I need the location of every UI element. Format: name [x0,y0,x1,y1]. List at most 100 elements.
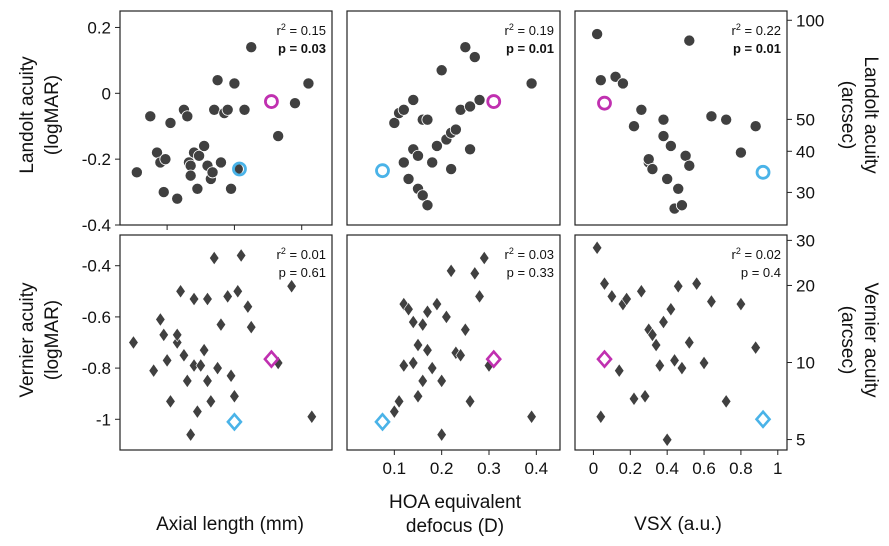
stat-r2: r2 = 0.02 [732,246,781,262]
data-point [445,263,457,279]
x-tick-label: 0.1 [383,459,407,478]
xlab-axial-length: Axial length (mm) [156,514,304,535]
right-tick-label: 5 [796,431,805,450]
data-point [599,276,610,291]
data-point [706,294,717,309]
data-point [192,404,203,419]
data-point [474,289,485,304]
panel-bottom-left: -0.4 -0.6 -0.8 -1 r2 = 0.01 p = 0.61 [82,234,333,451]
data-point [272,130,285,143]
data-point [286,278,297,294]
x-axis-label-3: VSX (a.u.) [634,514,722,535]
panel-frame [119,234,333,451]
data-point [165,394,176,409]
ylab-right-top-line1: Landolt acuity [860,56,881,174]
data-point [178,347,190,363]
stat-p: p = 0.03 [278,41,326,56]
data-point [245,41,258,54]
ylab-bottom-line1: Vernier acuity [17,282,38,398]
x-tick-label: 0.2 [618,459,642,478]
data-point [388,116,401,129]
ylab-top-line2: (logMAR) [42,75,63,155]
x-tick-label: 0.2 [430,459,454,478]
data-point [684,335,695,350]
stat-r2: r2 = 0.03 [505,246,554,262]
data-point [525,77,538,90]
data-point [426,156,439,169]
data-point [209,250,220,266]
x-tick-label: 0.6 [692,459,716,478]
data-point [665,301,677,317]
panel-bottom-middle: 0.1 0.2 0.3 0.4 r2 = 0.03 p = 0.33 [346,234,561,478]
data-point [705,110,718,123]
data-point [198,342,210,358]
data-point [398,296,409,312]
right-tick-label: 100 [796,11,824,30]
ylab-top-line1: Landolt acuity [17,56,38,174]
y-tick-label: 0.2 [87,18,111,37]
data-point [225,182,238,195]
data-point [614,363,625,378]
data-point [238,103,251,116]
data-point [172,335,183,350]
data-point [408,355,419,371]
xlab-vsx: VSX (a.u.) [634,514,722,535]
highlight-point-blue [232,161,247,177]
data-point [750,340,761,355]
data-point [175,283,186,299]
data-point [628,391,640,407]
data-point [130,166,143,179]
data-point [635,103,648,116]
highlight-point-blue [374,412,391,432]
y-tick-label: -0.6 [82,308,111,327]
data-point [627,120,640,133]
data-point [157,186,170,199]
data-point [662,432,673,448]
data-point [735,296,747,312]
data-point [389,404,400,419]
data-point [479,250,490,266]
data-point [288,97,301,110]
highlight-point-blue [226,412,243,432]
data-point [720,113,733,126]
data-point [195,358,206,373]
data-point [526,409,537,425]
data-point [691,276,702,291]
data-point [657,130,670,143]
panel-frame [346,10,561,226]
data-point [417,317,428,332]
ylab-bottom-line2: (logMAR) [42,300,63,380]
y-tick-label: -1 [96,410,111,429]
data-point [621,291,632,307]
stat-r2: r2 = 0.01 [277,246,326,262]
data-point [211,74,224,87]
data-point [225,368,237,384]
data-point [222,289,233,304]
data-point [242,299,254,314]
x-tick-label: 0.4 [655,459,679,478]
data-point [184,169,197,182]
data-point [306,409,317,425]
data-point [172,327,183,343]
data-point [468,51,481,64]
right-axis-top: 100 50 40 30 [787,11,824,202]
data-point [698,355,710,371]
highlight-point-magenta [485,349,502,369]
data-point [672,182,685,195]
data-point [654,358,665,373]
data-point [198,139,211,152]
data-point [402,172,415,185]
data-point [191,182,204,195]
data-point [683,34,696,47]
data-point [398,358,409,373]
data-point [664,139,677,152]
data-point [464,143,477,156]
data-point [144,110,157,123]
highlight-point-magenta [596,349,613,369]
data-point [397,103,410,116]
data-point [421,113,434,126]
data-point [749,120,762,133]
data-point [407,93,420,106]
